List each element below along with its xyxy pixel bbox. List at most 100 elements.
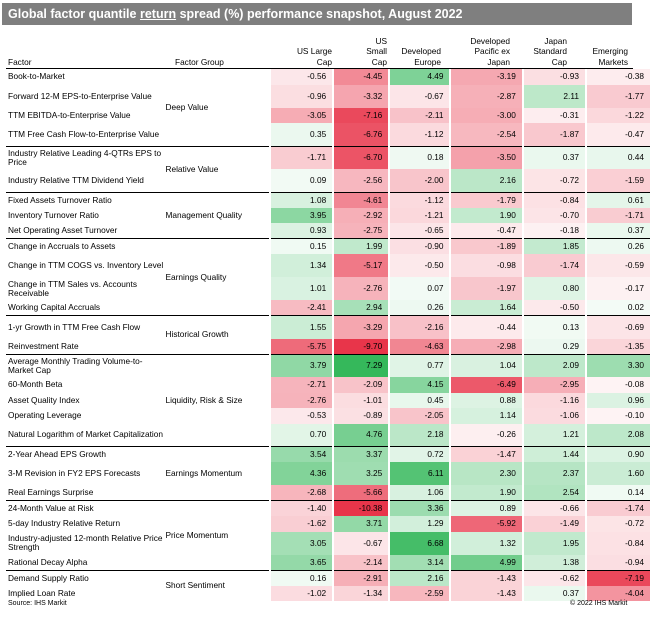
value-cell-developed-pacific-ex-japan: -1.43 [449, 569, 523, 586]
value-cell-emerging-markets: 0.96 [584, 392, 650, 408]
value-cell-us-small-cap: 2.94 [332, 300, 390, 316]
value-cell-developed-pacific-ex-japan: -6.49 [449, 377, 523, 393]
column-header-line: Cap [316, 56, 332, 67]
value-cell-developed-pacific-ex-japan: 0.89 [449, 500, 523, 516]
column-header-emerging-markets: Emerging Markets [576, 27, 628, 67]
value-cell-us-small-cap: -4.45 [332, 69, 390, 85]
column-header-developed-pacific-ex-japan: Developed Pacific ex Japan [450, 27, 510, 67]
table-row: Implied Loan Rate -1.02 -1.34 -2.59 -1.43 0.3… [6, 585, 650, 601]
factor-name: Demand Supply Ratio [6, 569, 166, 586]
value-cell-developed-europe: 4.15 [388, 377, 451, 393]
factor-name: Reinvestment Rate [8, 340, 79, 351]
value-cell-emerging-markets: -0.84 [584, 531, 650, 555]
value-cell-japan-standard-cap: 1.95 [521, 531, 586, 555]
factor-name: Industry Relative Leading 4-QTRs EPS to … [6, 145, 166, 169]
value-cell-developed-europe: -0.67 [388, 84, 451, 108]
factor-name: TTM EBITDA-to-Enterprise Value [8, 109, 131, 120]
factor-name: Book-to-Market [8, 71, 65, 82]
table-row: Fixed Assets Turnover Ratio Management Qu… [6, 191, 650, 239]
value-cell-emerging-markets: 0.61 [584, 191, 650, 208]
value-cell-us-large-cap: -1.40 [269, 500, 334, 516]
value-cell-us-large-cap: -0.56 [269, 69, 334, 85]
factor-group-label: Price Momentum [165, 500, 271, 570]
value-cell-us-large-cap: -3.05 [269, 107, 334, 123]
value-cell-emerging-markets: 1.60 [584, 462, 650, 485]
value-cell-developed-pacific-ex-japan: 1.90 [449, 207, 523, 223]
value-cell-us-large-cap: 1.55 [269, 315, 334, 339]
factor-name: 1-yr Growth in TTM Free Cash Flow [6, 315, 166, 339]
value-cell-emerging-markets: 0.02 [584, 300, 650, 316]
value-cell-developed-pacific-ex-japan: -2.54 [449, 123, 523, 146]
factor-group-label: Short Sentiment [165, 569, 271, 601]
table-row: Working Capital Accruals -2.41 2.94 0.26 1.6… [6, 300, 650, 316]
value-cell-emerging-markets: -7.19 [584, 569, 650, 586]
value-cell-us-small-cap: -2.92 [332, 207, 390, 223]
value-cell-emerging-markets: -1.22 [584, 107, 650, 123]
value-cell-us-large-cap: -2.41 [269, 300, 334, 316]
value-cell-japan-standard-cap: -0.18 [521, 223, 586, 239]
table-row: Industry Relative Leading 4-QTRs EPS to … [6, 145, 650, 192]
column-header-us-small-cap: US Small Cap [338, 27, 387, 67]
value-cell-us-large-cap: 3.65 [269, 554, 334, 570]
value-cell-developed-europe: -2.59 [388, 585, 451, 601]
table-row: Industry-adjusted 12-month Relative Pric… [6, 531, 650, 555]
table-row: TTM EBITDA-to-Enterprise Value -3.05 -7.16… [6, 107, 650, 123]
column-header-line: Markets [598, 56, 628, 67]
value-cell-developed-europe: -1.12 [388, 191, 451, 208]
value-cell-developed-europe: 2.18 [388, 423, 451, 447]
factor-group-label: Liquidity, Risk & Size [165, 353, 271, 447]
header-divider [6, 68, 633, 69]
value-cell-emerging-markets: -0.47 [584, 123, 650, 146]
value-cell-developed-pacific-ex-japan: -1.97 [449, 277, 523, 300]
value-cell-developed-europe: 0.26 [388, 300, 451, 316]
value-cell-japan-standard-cap: -1.87 [521, 123, 586, 146]
value-cell-developed-europe: -1.12 [388, 123, 451, 146]
table-row: Book-to-Market Deep Value -0.56 -4.45 4.49 -3… [6, 69, 650, 111]
factor-name: 3-M Revision in FY2 EPS Forecasts [8, 468, 141, 478]
value-cell-developed-pacific-ex-japan: 1.90 [449, 485, 523, 501]
value-cell-developed-europe: 3.36 [388, 500, 451, 516]
factor-name: Operating Leverage [8, 410, 82, 421]
value-cell-developed-europe: 0.45 [388, 392, 451, 408]
factor-name: Industry Relative TTM Dividend Yield [8, 174, 144, 185]
value-cell-developed-pacific-ex-japan: 1.04 [449, 353, 523, 377]
factor-name: Working Capital Accruals [8, 302, 101, 312]
value-cell-developed-europe: 6.68 [388, 531, 451, 555]
value-cell-us-small-cap: 7.29 [332, 353, 390, 377]
column-header-us-large-cap: US Large Cap [280, 27, 332, 67]
value-cell-emerging-markets: -0.10 [584, 408, 650, 424]
value-cell-emerging-markets: -0.17 [584, 277, 650, 300]
factor-name: Implied Loan Rate [8, 587, 76, 598]
value-cell-developed-europe: 1.29 [388, 516, 451, 532]
value-cell-japan-standard-cap: -1.74 [521, 254, 586, 277]
value-cell-us-large-cap: -5.75 [269, 338, 334, 354]
column-header-line: Developed [470, 35, 510, 46]
column-header-line: Standard [533, 46, 567, 56]
value-cell-developed-pacific-ex-japan: -1.79 [449, 191, 523, 208]
value-cell-emerging-markets: -0.72 [584, 516, 650, 532]
value-cell-developed-europe: -2.16 [388, 315, 451, 339]
column-header-line: Small [366, 46, 387, 56]
footer-copyright: © 2022 IHS Markit [570, 600, 628, 607]
value-cell-us-large-cap: -1.71 [269, 145, 334, 169]
value-cell-japan-standard-cap: 2.09 [521, 353, 586, 377]
value-cell-us-large-cap: 1.08 [269, 191, 334, 208]
value-cell-emerging-markets: -0.08 [584, 377, 650, 393]
value-cell-us-small-cap: -7.16 [332, 107, 390, 123]
factor-name: Average Monthly Trading Volume-to-Market… [6, 353, 166, 377]
value-cell-us-large-cap: 0.09 [269, 169, 334, 192]
factor-group-label: Management Quality [165, 191, 271, 239]
value-cell-japan-standard-cap: 1.38 [521, 554, 586, 570]
table-row: Rational Decay Alpha 3.65 -2.14 3.14 4.99 1.3… [6, 554, 650, 570]
value-cell-us-large-cap: 4.36 [269, 462, 334, 485]
value-cell-developed-europe: -1.21 [388, 207, 451, 223]
value-cell-us-small-cap: -3.32 [332, 84, 390, 108]
value-cell-emerging-markets: -1.35 [584, 338, 650, 354]
table-row: Real Earnings Surprise -2.68 -5.66 1.06 1.90… [6, 485, 650, 501]
value-cell-emerging-markets: 0.90 [584, 446, 650, 462]
value-cell-us-small-cap: -10.38 [332, 500, 390, 516]
value-cell-developed-pacific-ex-japan: -3.50 [449, 145, 523, 169]
column-header-line: Cap [551, 56, 567, 67]
column-header-line: Cap [371, 56, 387, 67]
